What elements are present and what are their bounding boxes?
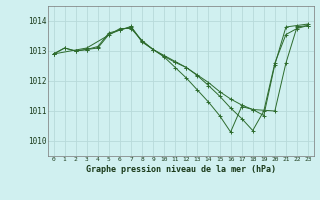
X-axis label: Graphe pression niveau de la mer (hPa): Graphe pression niveau de la mer (hPa)	[86, 165, 276, 174]
